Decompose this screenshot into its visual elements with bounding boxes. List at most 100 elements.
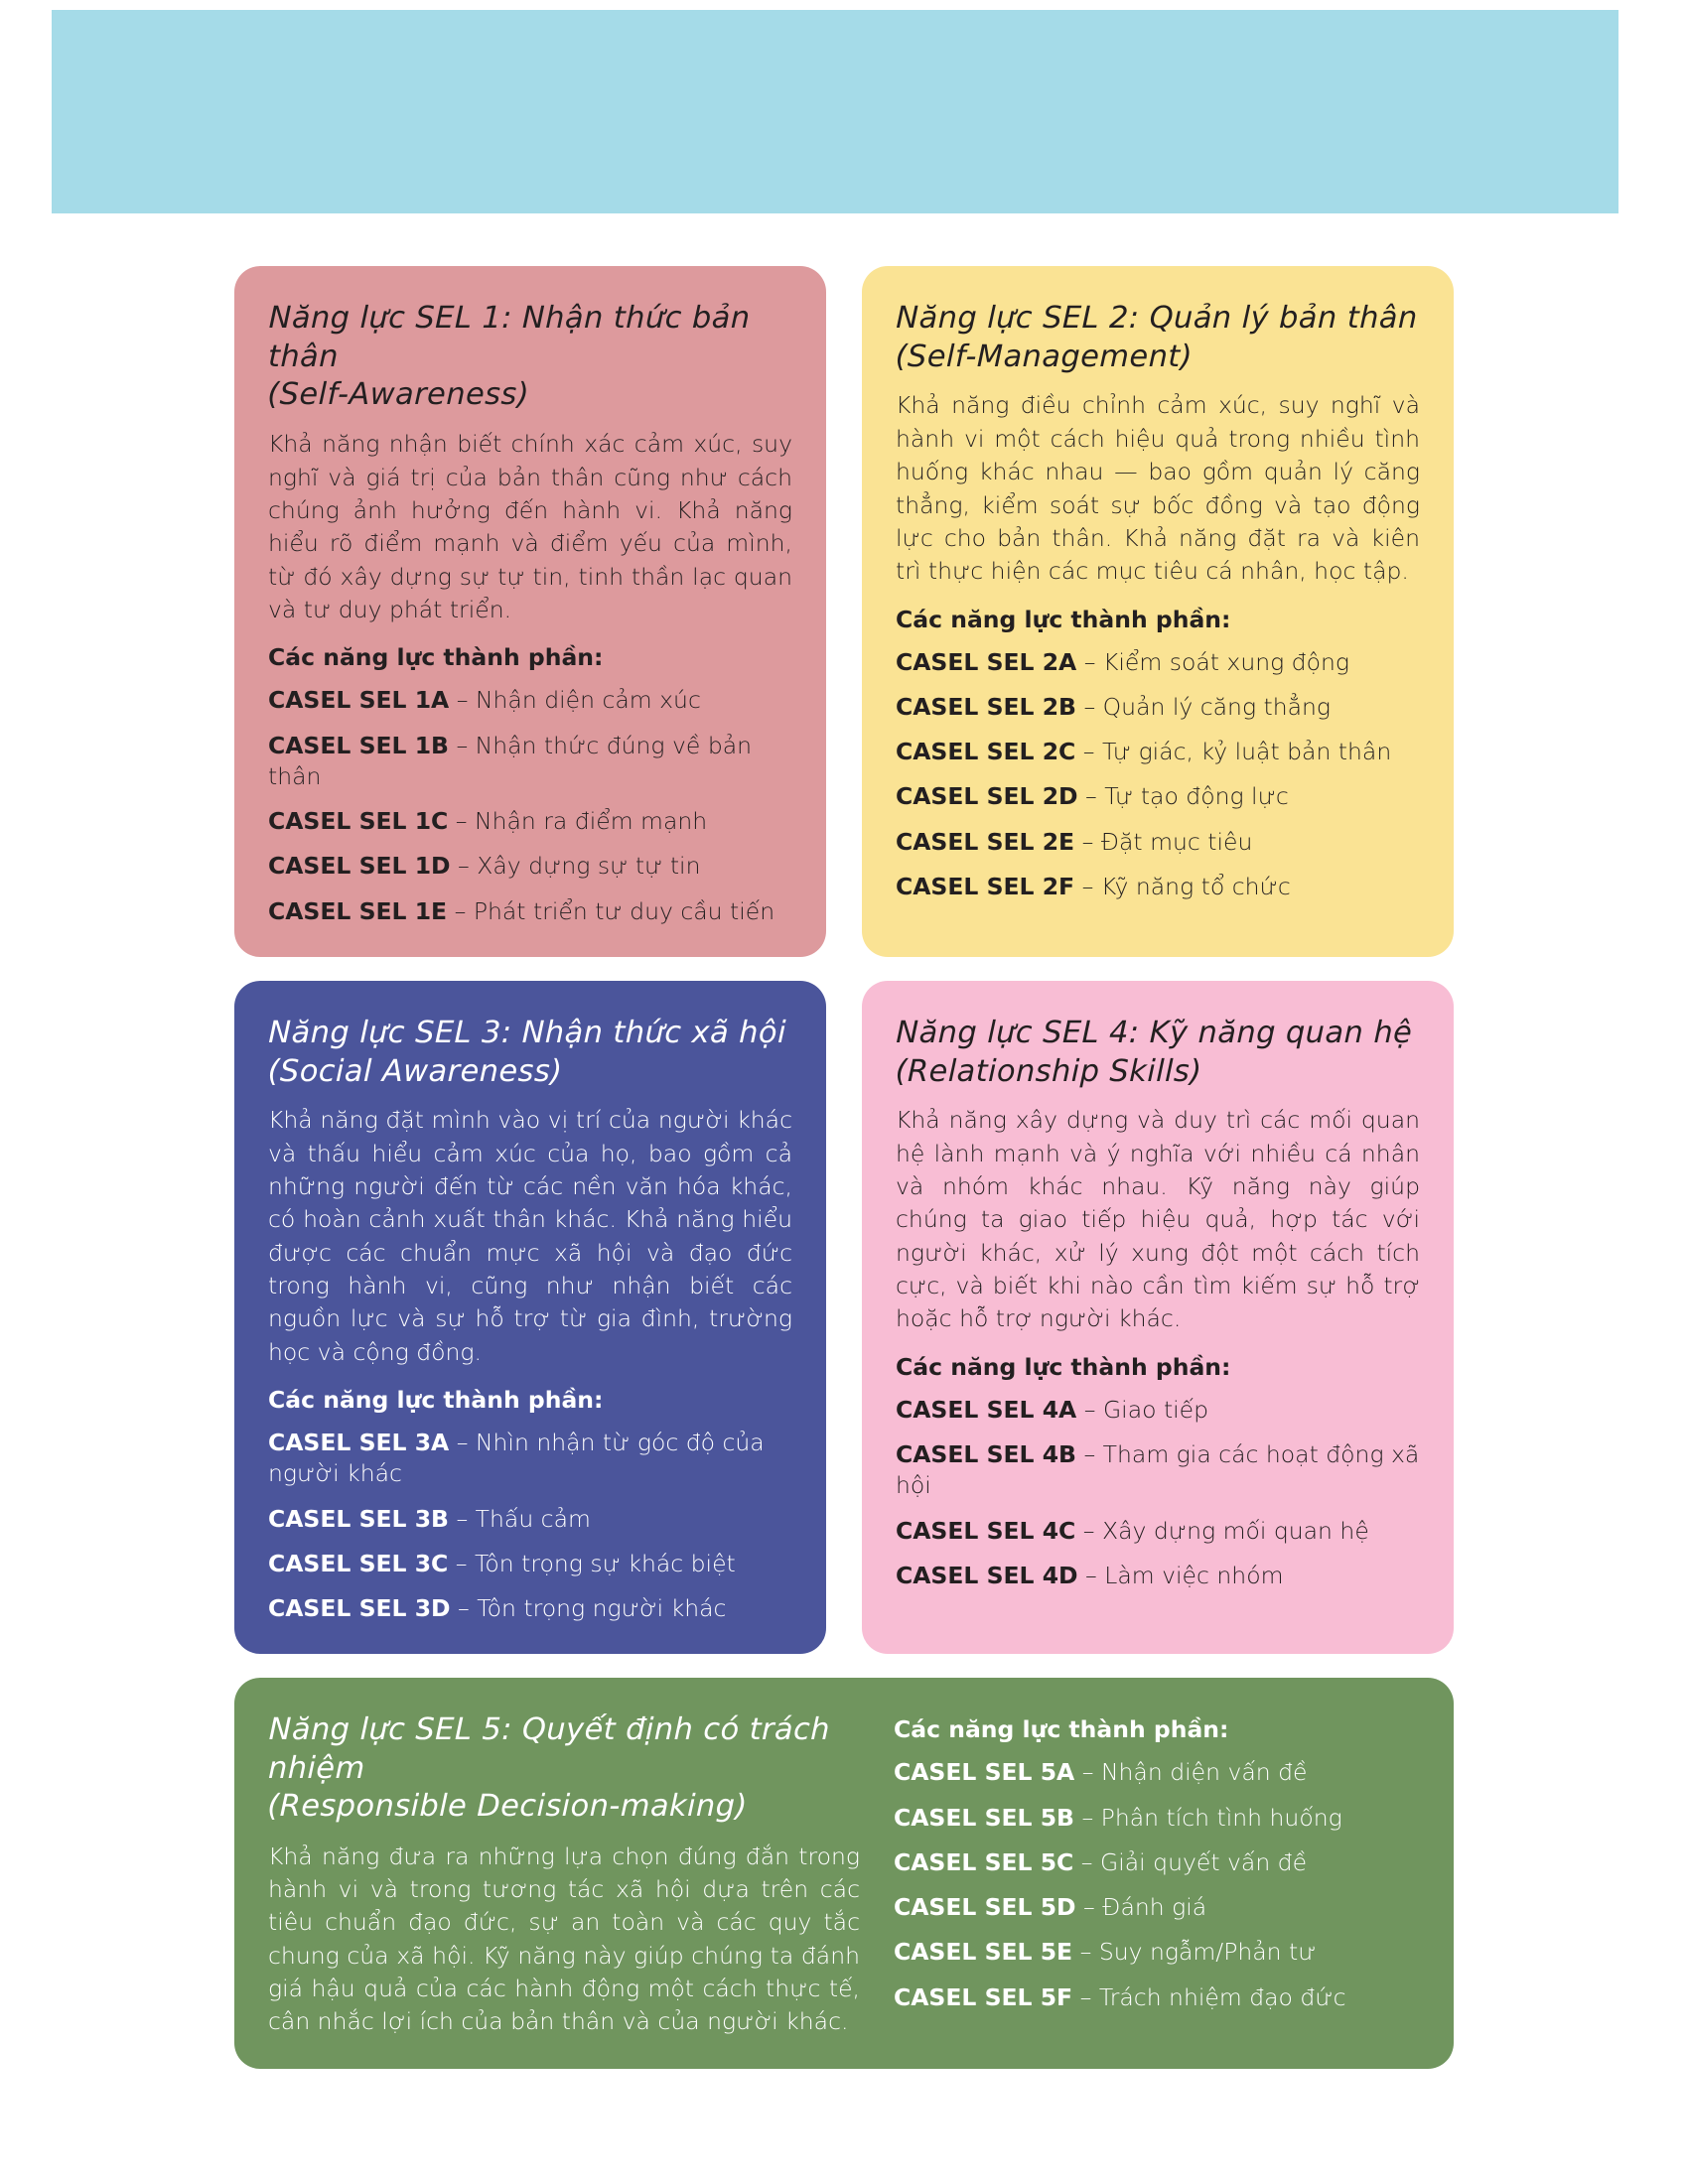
sub-competency-list-sel-5: CASEL SEL 5A – Nhận diện vấn đề CASEL SE… — [894, 1757, 1416, 2013]
sub-competency-code: CASEL SEL 5E — [894, 1938, 1073, 1967]
list-item: CASEL SEL 3A – Nhìn nhận từ góc độ của n… — [268, 1429, 765, 1488]
card-title-line-2: (Self-Awareness) — [267, 377, 530, 413]
list-item: CASEL SEL 2D – Tự tạo động lực — [896, 782, 1289, 811]
sub-competency-code: CASEL SEL 1D — [268, 852, 451, 881]
card-title-sel-3: Năng lực SEL 3: Nhận thức xã hội (Social… — [267, 1015, 792, 1091]
card-title-sel-4: Năng lực SEL 4: Kỹ năng quan hệ (Relatio… — [895, 1015, 1420, 1091]
sub-competency-text: Đặt mục tiêu — [1100, 827, 1253, 856]
sub-competency-text: Tham gia các hoạt động xã hội — [896, 1440, 1420, 1500]
card-row-3: Năng lực SEL 5: Quyết định có trách nhiệ… — [234, 1678, 1454, 2069]
card-description-sel-1: Khả năng nhận biết chính xác cảm xúc, su… — [268, 430, 792, 623]
sub-competency-text: Nhận thức đúng về bản thân — [268, 731, 753, 790]
card-description-sel-3: Khả năng đặt mình vào vị trí của người k… — [268, 1106, 792, 1366]
sub-competency-text: Thấu cảm — [475, 1504, 591, 1533]
sub-competency-code: CASEL SEL 5F — [894, 1982, 1073, 2011]
sub-competency-code: CASEL SEL 4B — [896, 1440, 1076, 1469]
card-title-line-2: (Responsible Decision-making) — [267, 1789, 748, 1825]
top-blue-banner — [52, 10, 1618, 213]
sub-competency-text: Xây dựng sự tự tin — [477, 852, 701, 881]
sub-competency-text: Giải quyết vấn đề — [1100, 1847, 1308, 1876]
sub-competency-text: Phát triển tư duy cầu tiến — [473, 896, 775, 925]
competency-card-sel-1: Năng lực SEL 1: Nhận thức bản thân (Self… — [234, 266, 826, 957]
sub-competency-code: CASEL SEL 5D — [894, 1893, 1076, 1922]
card-title-line-1: Năng lực SEL 1: Nhận thức bản thân — [267, 301, 751, 374]
sel-5-left-column: Năng lực SEL 5: Quyết định có trách nhiệ… — [267, 1711, 860, 2038]
sub-competency-text: Tự giác, kỷ luật bản thân — [1102, 738, 1392, 766]
sub-competencies-heading-sel-5: Các năng lực thành phần: — [894, 1715, 1229, 1744]
list-item: CASEL SEL 3B – Thấu cảm — [268, 1504, 591, 1533]
list-item: CASEL SEL 5D – Đánh giá — [894, 1893, 1207, 1922]
list-item: CASEL SEL 1B – Nhận thức đúng về bản thâ… — [268, 731, 753, 790]
sub-competency-list-sel-3: CASEL SEL 3A – Nhìn nhận từ góc độ của n… — [268, 1428, 792, 1624]
sub-competency-code: CASEL SEL 5B — [894, 1803, 1074, 1832]
card-title-line-2: (Social Awareness) — [267, 1053, 563, 1089]
list-item: CASEL SEL 3D – Tôn trọng người khác — [268, 1594, 727, 1623]
list-item: CASEL SEL 1A – Nhận diện cảm xúc — [268, 686, 701, 715]
card-title-line-1: Năng lực SEL 2: Quản lý bản thân — [896, 301, 1418, 336]
sub-competency-code: CASEL SEL 5C — [894, 1847, 1074, 1876]
sub-competency-text: Kiểm soát xung động — [1102, 647, 1349, 676]
list-item: CASEL SEL 2C – Tự giác, kỷ luật bản thân — [896, 738, 1392, 766]
list-item: CASEL SEL 4A – Giao tiếp — [896, 1395, 1209, 1424]
competency-card-sel-2: Năng lực SEL 2: Quản lý bản thân (Self-M… — [862, 266, 1454, 957]
card-title-line-1: Năng lực SEL 5: Quyết định có trách nhiệ… — [267, 1712, 831, 1787]
sub-competency-text: Nhìn nhận từ góc độ của người khác — [268, 1429, 765, 1488]
list-item: CASEL SEL 5E – Suy ngẫm/Phản tư — [894, 1938, 1317, 1967]
card-row-2: Năng lực SEL 3: Nhận thức xã hội (Social… — [234, 980, 1454, 1655]
card-title-line-1: Năng lực SEL 4: Kỹ năng quan hệ — [896, 1015, 1413, 1050]
sub-competency-text: Suy ngẫm/Phản tư — [1098, 1938, 1317, 1967]
sub-competency-text: Làm việc nhóm — [1104, 1561, 1284, 1589]
sub-competency-list-sel-4: CASEL SEL 4A – Giao tiếp CASEL SEL 4B – … — [896, 1395, 1420, 1591]
list-item: CASEL SEL 2E – Đặt mục tiêu — [896, 827, 1253, 856]
sub-competency-text: Nhận ra điểm mạnh — [475, 807, 708, 836]
sub-competency-text: Trách nhiệm đạo đức — [1098, 1982, 1346, 2011]
competency-card-sel-3: Năng lực SEL 3: Nhận thức xã hội (Social… — [234, 980, 826, 1655]
sub-competency-list-sel-2: CASEL SEL 2A – Kiểm soát xung động CASEL… — [896, 647, 1420, 903]
sub-competency-text: Tự tạo động lực — [1104, 782, 1289, 811]
sub-competency-code: CASEL SEL 2D — [896, 782, 1078, 811]
sub-competency-code: CASEL SEL 2B — [896, 692, 1076, 721]
sub-competencies-heading-sel-4: Các năng lực thành phần: — [896, 1352, 1231, 1381]
sub-competency-text: Kỹ năng tổ chức — [1100, 872, 1291, 900]
card-title-sel-1: Năng lực SEL 1: Nhận thức bản thân (Self… — [267, 300, 793, 415]
sub-competencies-heading-sel-3: Các năng lực thành phần: — [268, 1386, 604, 1415]
list-item: CASEL SEL 2F – Kỹ năng tổ chức — [896, 872, 1291, 900]
list-item: CASEL SEL 1E – Phát triển tư duy cầu tiế… — [268, 896, 775, 925]
sub-competency-text: Nhận diện cảm xúc — [475, 686, 701, 715]
sub-competency-code: CASEL SEL 2C — [896, 738, 1076, 766]
sub-competency-code: CASEL SEL 4D — [896, 1561, 1078, 1589]
card-description-sel-5: Khả năng đưa ra những lựa chọn đúng đắn … — [268, 1842, 860, 2036]
sub-competency-code: CASEL SEL 2A — [896, 647, 1077, 676]
sub-competency-code: CASEL SEL 2E — [896, 827, 1075, 856]
sel-5-two-column-layout: Năng lực SEL 5: Quyết định có trách nhiệ… — [267, 1711, 1420, 2038]
sub-competency-code: CASEL SEL 4C — [896, 1516, 1076, 1545]
sub-competency-text: Nhận diện vấn đề — [1100, 1758, 1308, 1787]
sub-competency-code: CASEL SEL 2F — [896, 872, 1075, 900]
card-row-1: Năng lực SEL 1: Nhận thức bản thân (Self… — [234, 266, 1454, 957]
sub-competency-text: Quản lý căng thẳng — [1102, 692, 1332, 721]
sub-competency-code: CASEL SEL 5A — [894, 1758, 1075, 1787]
card-description-sel-2: Khả năng điều chỉnh cảm xúc, suy nghĩ và… — [896, 391, 1420, 586]
sub-competency-code: CASEL SEL 3C — [268, 1549, 449, 1577]
competency-card-sel-4: Năng lực SEL 4: Kỹ năng quan hệ (Relatio… — [862, 980, 1454, 1655]
list-item: CASEL SEL 4B – Tham gia các hoạt động xã… — [896, 1440, 1420, 1500]
card-title-line-2: (Self-Management) — [895, 339, 1194, 374]
sub-competency-text: Phân tích tình huống — [1100, 1803, 1342, 1832]
sub-competency-code: CASEL SEL 3D — [268, 1594, 451, 1623]
sub-competency-list-sel-1: CASEL SEL 1A – Nhận diện cảm xúc CASEL S… — [268, 685, 792, 927]
list-item: CASEL SEL 4D – Làm việc nhóm — [896, 1561, 1284, 1589]
sel-5-right-column: Các năng lực thành phần: CASEL SEL 5A – … — [894, 1711, 1416, 2038]
sub-competency-code: CASEL SEL 1C — [268, 807, 449, 836]
competency-card-sel-5: Năng lực SEL 5: Quyết định có trách nhiệ… — [234, 1678, 1454, 2069]
list-item: CASEL SEL 5A – Nhận diện vấn đề — [894, 1758, 1308, 1787]
list-item: CASEL SEL 1D – Xây dựng sự tự tin — [268, 852, 701, 881]
sub-competency-code: CASEL SEL 4A — [896, 1395, 1077, 1424]
list-item: CASEL SEL 5C – Giải quyết vấn đề — [894, 1847, 1308, 1876]
sub-competency-text: Xây dựng mối quan hệ — [1102, 1516, 1369, 1545]
card-title-line-1: Năng lực SEL 3: Nhận thức xã hội — [268, 1015, 787, 1050]
competency-card-grid: Năng lực SEL 1: Nhận thức bản thân (Self… — [234, 266, 1454, 2093]
card-title-line-2: (Relationship Skills) — [895, 1053, 1202, 1089]
sub-competency-code: CASEL SEL 1A — [268, 686, 450, 715]
sub-competency-code: CASEL SEL 3B — [268, 1504, 449, 1533]
